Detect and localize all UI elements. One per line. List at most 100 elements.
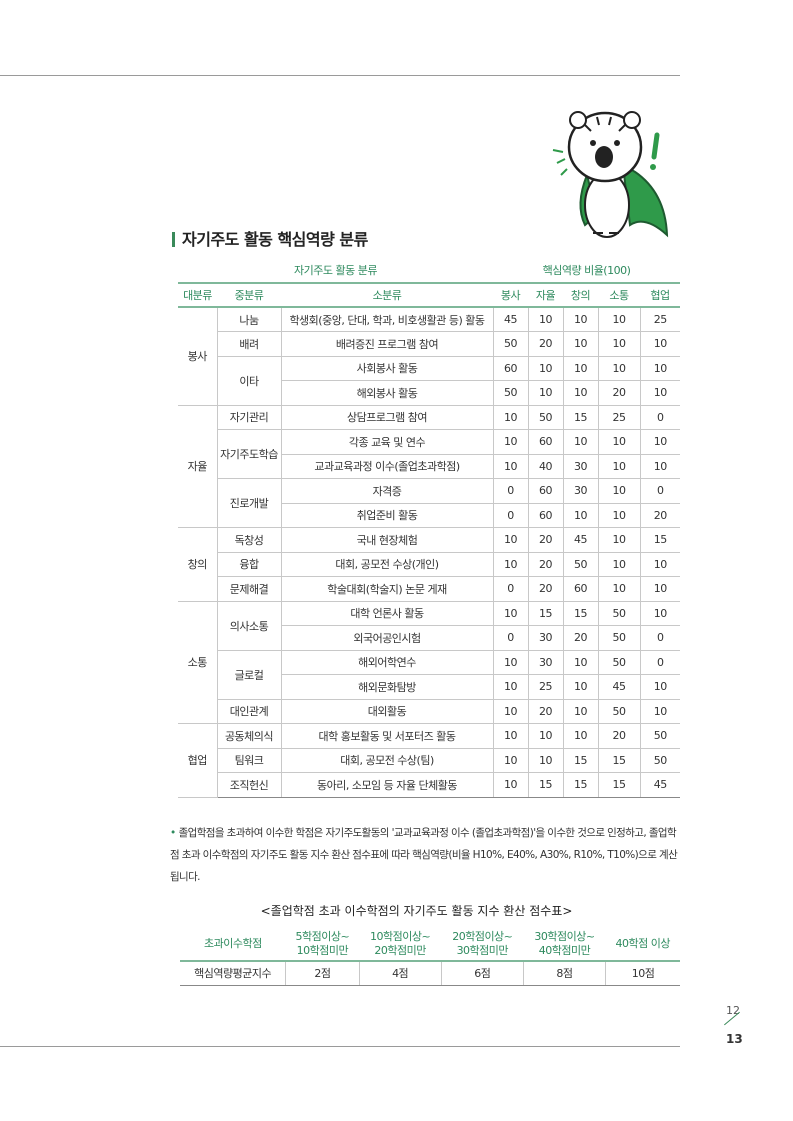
ratio-cell: 10	[492, 551, 529, 577]
ratio-cell: 10	[639, 698, 680, 724]
conversion-row-label: 핵심역량평균지수	[180, 961, 286, 986]
ratio-cell: 10	[527, 306, 564, 332]
column-header: 소분류	[281, 281, 493, 308]
minor-category-cell: 대회, 공모전 수상(팀)	[280, 747, 494, 773]
ratio-cell: 20	[597, 723, 641, 749]
ratio-cell: 10	[639, 674, 680, 700]
ratio-cell: 10	[492, 723, 529, 749]
ratio-cell: 10	[492, 674, 529, 700]
ratio-cell: 10	[597, 429, 641, 455]
ratio-cell: 15	[597, 772, 641, 798]
ratio-cell: 10	[527, 723, 564, 749]
ratio-cell: 20	[527, 331, 564, 357]
ratio-cell: 10	[562, 306, 599, 332]
conversion-header-label: 초과이수학점	[180, 927, 286, 962]
ratio-cell: 50	[639, 723, 680, 749]
conversion-table-title: <졸업학점 초과 이수학점의 자기주도 활동 지수 환산 점수표>	[260, 904, 573, 918]
minor-category-cell: 해외봉사 활동	[281, 380, 494, 406]
ratio-cell: 10	[492, 453, 529, 479]
major-category-cell: 소통	[178, 600, 218, 724]
ratio-cell: 30	[562, 453, 599, 479]
ratio-cell: 15	[639, 527, 680, 553]
middle-category-cell: 독창성	[216, 527, 282, 553]
range-line-1: 5학점이상~	[295, 929, 350, 943]
minor-category-cell: 교과교육과정 이수(졸업초과학점)	[281, 453, 494, 479]
minor-category-cell: 각종 교육 및 연수	[280, 429, 494, 455]
middle-category-cell: 의사소통	[216, 600, 282, 651]
minor-category-cell: 동아리, 소모임 등 자율 단체활동	[280, 772, 494, 798]
minor-category-cell: 취업준비 활동	[281, 502, 494, 528]
ratio-cell: 30	[527, 649, 564, 675]
minor-category-cell: 대회, 공모전 수상(개인)	[280, 551, 494, 577]
ratio-cell: 50	[492, 380, 529, 406]
middle-category-cell: 배려	[217, 331, 282, 357]
ratio-cell: 10	[562, 355, 599, 381]
ratio-cell: 10	[639, 453, 680, 479]
range-line-2: 40학점미만	[538, 943, 591, 957]
ratio-cell: 30	[562, 478, 599, 504]
middle-category-cell: 팀워크	[217, 747, 282, 773]
table-row: 협업 공동체의식 대학 홍보활동 및 서포터즈 활동 10 10 10 20 50	[178, 723, 680, 798]
major-category-cell: 자율	[178, 404, 218, 528]
ratio-cell: 10	[492, 404, 529, 430]
ratio-cell: 10	[562, 698, 599, 724]
minor-category-cell: 외국어공인시험	[281, 625, 494, 651]
ratio-cell: 10	[597, 453, 641, 479]
ratio-cell: 0	[492, 625, 529, 651]
ratio-cell: 10	[562, 723, 599, 749]
ratio-cell: 10	[639, 355, 680, 381]
conversion-score-table: 초과이수학점 5학점이상~ 10학점미만 10학점이상~ 20학점미만 20학점이상~ 30…	[180, 927, 680, 986]
ratio-cell: 60	[562, 576, 599, 602]
table-row: 융합 대회, 공모전 수상(개인) 10 20 50 10 10	[178, 551, 680, 577]
major-category-cell: 협업	[178, 723, 218, 798]
major-category-cell: 봉사	[178, 306, 218, 406]
column-header: 중분류	[217, 281, 281, 308]
ratio-cell: 15	[562, 772, 599, 798]
middle-category-cell: 융합	[217, 551, 282, 577]
minor-category-cell: 해외어학연수	[280, 649, 494, 675]
middle-category-cell: 공동체의식	[216, 723, 282, 749]
minor-category-cell: 사회봉사 활동	[280, 355, 494, 381]
ratio-cell: 50	[597, 600, 641, 626]
group-header-activity: 자기주도 활동 분류	[294, 263, 377, 277]
ratio-cell: 45	[597, 674, 641, 700]
table-row: 팀워크 대회, 공모전 수상(팀) 10 10 15 15 50	[178, 747, 680, 773]
ratio-cell: 10	[492, 698, 529, 724]
ratio-cell: 45	[562, 527, 599, 553]
column-header: 창의	[563, 281, 598, 308]
ratio-cell: 50	[597, 625, 641, 651]
competency-classification-table: 자기주도 활동 분류 핵심역량 비율(100) 대분류 중분류 소분류 봉사 자율 창의 소통…	[178, 258, 680, 798]
ratio-cell: 10	[597, 355, 641, 381]
footnote-text: 졸업학점을 초과하여 이수한 학점은 자기주도활동의 '교과교육과정 이수 (졸…	[170, 827, 678, 883]
range-line-2: 30학점미만	[456, 943, 509, 957]
credit-range-header: 5학점이상~ 10학점미만	[285, 927, 360, 962]
ratio-cell: 10	[597, 306, 641, 332]
ratio-cell: 25	[527, 674, 564, 700]
ratio-cell: 50	[492, 331, 529, 357]
page-number-left: 12	[726, 1004, 740, 1017]
middle-category-cell: 진로개발	[217, 478, 282, 528]
middle-category-cell: 글로컬	[217, 649, 282, 700]
range-line-2: 20학점미만	[374, 943, 426, 957]
ratio-cell: 10	[492, 429, 529, 455]
ratio-cell: 50	[597, 698, 641, 724]
ratio-cell: 0	[492, 576, 529, 602]
table-row: 문제해결 학술대회(학술지) 논문 게재 0 20 60 10 10	[178, 576, 680, 602]
score-cell: 8점	[522, 961, 606, 986]
ratio-cell: 10	[492, 649, 529, 675]
range-line-1: 40학점 이상	[615, 936, 671, 950]
ratio-cell: 0	[639, 649, 680, 675]
middle-category-cell: 자기주도학습	[217, 429, 282, 479]
footnote: • 졸업학점을 초과하여 이수한 학점은 자기주도활동의 '교과교육과정 이수 (…	[170, 822, 682, 888]
score-cell: 10점	[605, 961, 680, 986]
middle-category-cell: 대인관계	[217, 698, 282, 724]
table-row: 봉사 나눔 학생회(중앙, 단대, 학과, 비호생활관 등) 활동 45 10 10 10 2…	[178, 306, 680, 406]
range-line-1: 20학점이상~	[452, 929, 513, 943]
column-header: 대분류	[178, 281, 217, 308]
ratio-cell: 40	[527, 453, 564, 479]
ratio-cell: 50	[597, 649, 641, 675]
section-title: 자기주도 활동 핵심역량 분류	[172, 226, 368, 250]
column-header: 협업	[640, 281, 680, 308]
range-line-2: 10학점미만	[296, 943, 349, 957]
table-row: 해외봉사 활동 50 10 10 20 10	[178, 380, 680, 406]
